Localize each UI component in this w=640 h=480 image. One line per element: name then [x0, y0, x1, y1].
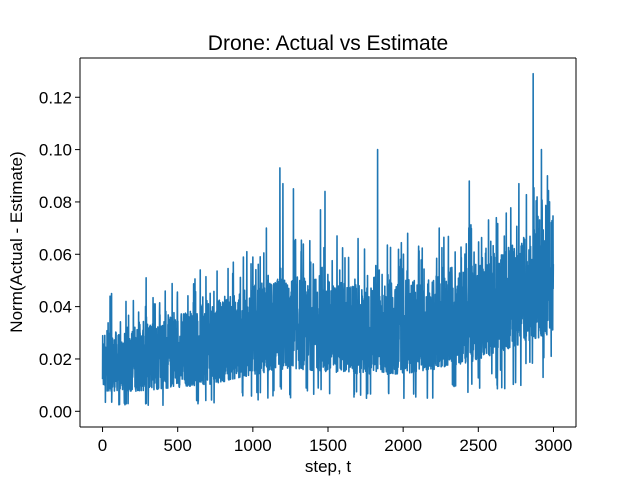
- series-layer: [101, 72, 555, 407]
- x-tick-label: 500: [164, 436, 192, 455]
- y-tick-label: 0.04: [39, 298, 72, 317]
- x-tick-label: 0: [98, 436, 107, 455]
- x-axis-ticks: 0 500 1000 1500 2000 2500 3000: [98, 427, 573, 455]
- series-line: [101, 72, 555, 407]
- y-axis-label: Norm(Actual - Estimate): [7, 151, 26, 332]
- y-tick-label: 0.10: [39, 141, 72, 160]
- y-axis-ticks: 0.00 0.02 0.04 0.06 0.08 0.10 0.12: [39, 88, 80, 421]
- y-tick-label: 0.02: [39, 350, 72, 369]
- y-tick-label: 0.08: [39, 193, 72, 212]
- x-tick-label: 3000: [535, 436, 573, 455]
- x-tick-label: 2000: [384, 436, 422, 455]
- y-tick-label: 0.00: [39, 402, 72, 421]
- y-tick-label: 0.12: [39, 88, 72, 107]
- x-tick-label: 2500: [459, 436, 497, 455]
- x-tick-label: 1000: [234, 436, 272, 455]
- x-tick-label: 1500: [309, 436, 347, 455]
- chart-title: Drone: Actual vs Estimate: [208, 32, 448, 55]
- x-axis-label: step, t: [305, 457, 352, 476]
- y-tick-label: 0.06: [39, 245, 72, 264]
